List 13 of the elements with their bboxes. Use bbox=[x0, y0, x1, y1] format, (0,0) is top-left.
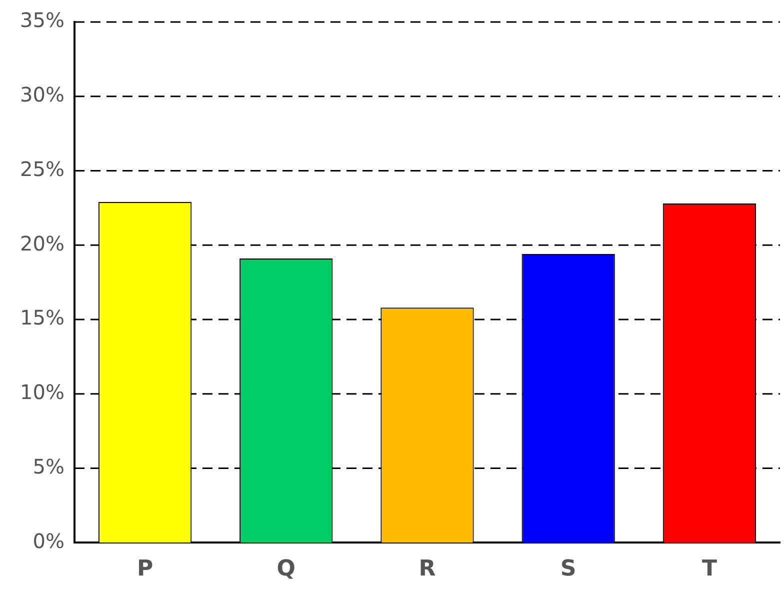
y-tick-label: 0% bbox=[32, 528, 64, 553]
y-tick-label: 25% bbox=[20, 156, 64, 181]
x-tick-label: S bbox=[560, 556, 576, 582]
y-tick-label: 30% bbox=[20, 82, 64, 107]
y-tick-label: 35% bbox=[20, 8, 64, 32]
y-tick-label: 20% bbox=[20, 231, 64, 256]
x-tick-label: R bbox=[418, 556, 436, 582]
x-tick-label: T bbox=[702, 556, 717, 582]
y-tick-label: 5% bbox=[32, 454, 64, 478]
y-tick-label: 15% bbox=[20, 306, 64, 330]
x-tick-label: P bbox=[136, 556, 154, 582]
y-tick-label: 10% bbox=[20, 380, 64, 404]
x-tick-label: Q bbox=[276, 556, 296, 582]
